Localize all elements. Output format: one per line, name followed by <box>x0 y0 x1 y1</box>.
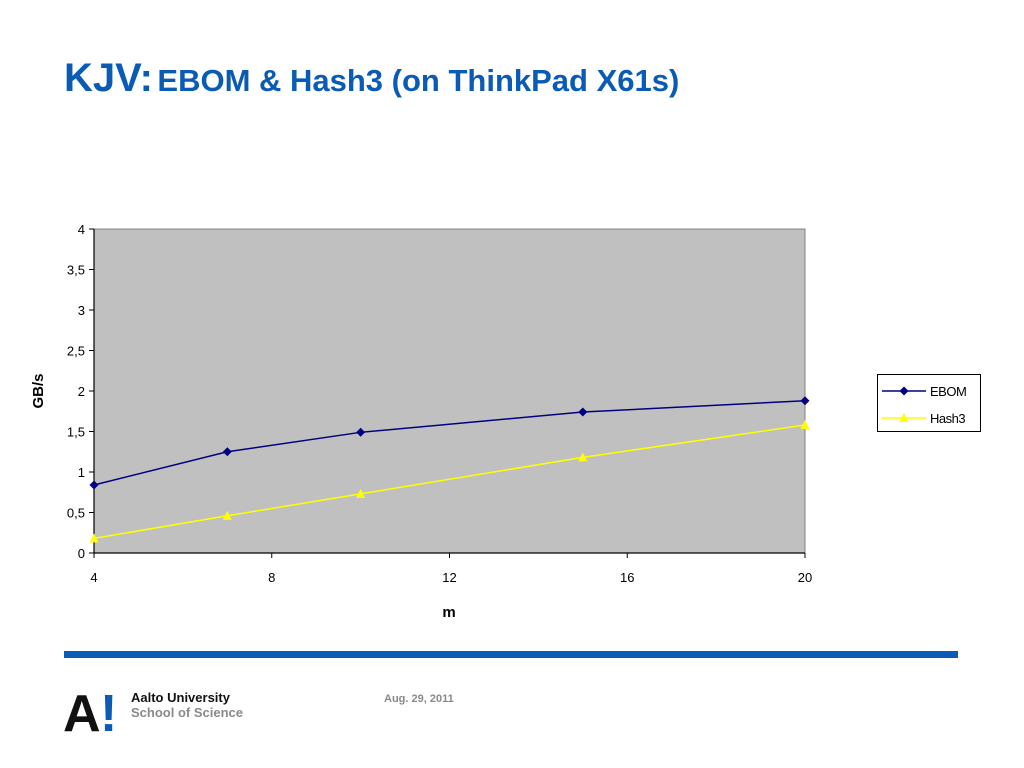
x-axis: 4 8 12 16 20 <box>90 552 812 585</box>
y-tick-label: 3,5 <box>67 263 85 278</box>
legend-swatch-hash3 <box>882 413 926 422</box>
y-tick-label: 1,5 <box>67 425 85 440</box>
slide-title: KJV: EBOM & Hash3 (on ThinkPad X61s) <box>64 56 679 101</box>
school-name: School of Science <box>131 705 243 720</box>
y-tick-label: 4 <box>78 222 85 237</box>
series-ebom <box>89 396 810 490</box>
x-tick-label: 4 <box>90 570 97 585</box>
line-chart: 0 0,5 1 1,5 2 2,5 3 3,5 4 4 8 12 16 20 GB/s m <box>30 222 812 621</box>
x-axis-label: m <box>442 604 455 621</box>
title-main: KJV: <box>64 56 153 100</box>
legend-item-hash3: Hash3 <box>882 409 966 427</box>
data-point-ebom <box>222 447 232 457</box>
data-point-ebom <box>800 396 810 406</box>
data-point-ebom <box>89 480 99 490</box>
legend-swatch-ebom <box>882 386 926 396</box>
x-tick-label: 8 <box>268 570 275 585</box>
title-rest: EBOM & Hash3 (on ThinkPad X61s) <box>157 63 680 98</box>
y-tick-label: 1 <box>78 465 85 480</box>
slide-date: Aug. 29, 2011 <box>384 693 454 705</box>
legend-label-hash3: Hash3 <box>930 410 966 426</box>
y-axis: 0 0,5 1 1,5 2 2,5 3 3,5 4 <box>67 222 95 561</box>
logo-exclamation: ! <box>100 688 117 732</box>
y-tick-label: 3 <box>78 303 85 318</box>
institution-name: Aalto University School of Science <box>131 690 243 720</box>
data-point-hash3 <box>800 420 810 430</box>
data-point-ebom <box>578 407 588 417</box>
aalto-logo: A ! <box>64 688 117 732</box>
y-tick-label: 2 <box>78 384 85 399</box>
series-hash3 <box>89 420 810 543</box>
x-tick-label: 12 <box>442 570 456 585</box>
data-point-ebom <box>356 427 366 437</box>
data-point-hash3 <box>356 488 366 498</box>
logo-letter: A <box>64 688 101 732</box>
y-tick-label: 0 <box>78 546 85 561</box>
y-tick-label: 0,5 <box>67 506 85 521</box>
x-tick-label: 16 <box>620 570 634 585</box>
university-name: Aalto University <box>131 690 230 705</box>
chart-legend: EBOM Hash3 <box>877 374 981 432</box>
legend-label-ebom: EBOM <box>930 383 967 399</box>
data-point-hash3 <box>222 510 232 520</box>
y-axis-label: GB/s <box>30 373 47 408</box>
y-tick-label: 2,5 <box>67 344 85 359</box>
legend-item-ebom: EBOM <box>882 382 967 400</box>
data-point-hash3 <box>89 533 99 543</box>
data-point-hash3 <box>578 452 588 462</box>
x-tick-label: 20 <box>798 570 812 585</box>
series-layer <box>89 396 810 543</box>
plot-area <box>93 228 806 554</box>
footer-rule <box>64 651 958 658</box>
